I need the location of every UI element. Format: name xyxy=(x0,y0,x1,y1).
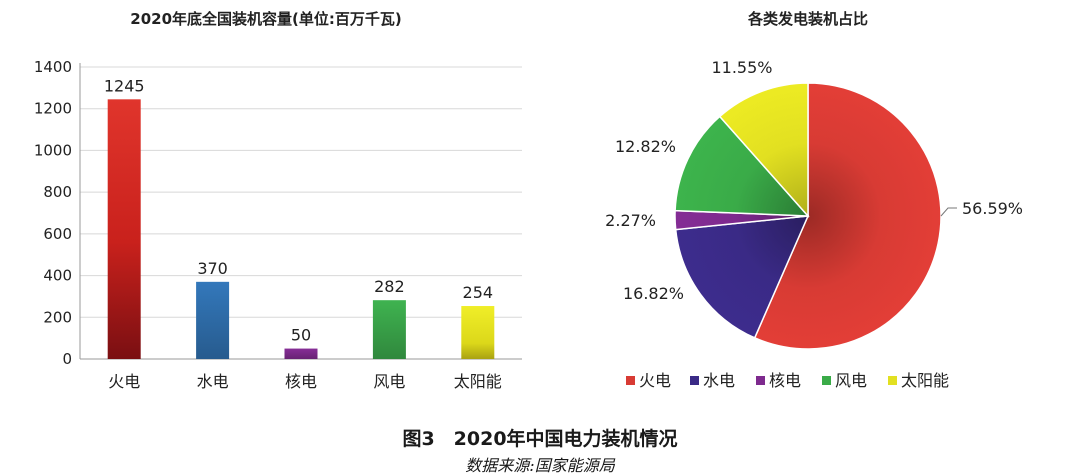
y-tick-label: 800 xyxy=(43,183,72,201)
bar-chart: 2020年底全国装机容量(单位:百万千瓦) 0 200 400 600 800 1000 1… xyxy=(34,10,522,391)
pie-data-label: 16.82% xyxy=(623,284,684,303)
y-tick-label: 0 xyxy=(62,350,72,368)
bar-data-label: 282 xyxy=(374,277,405,296)
bar-chart-data-labels: 1245 370 50 282 254 xyxy=(104,76,493,344)
y-tick-label: 1400 xyxy=(34,58,72,76)
legend-swatch xyxy=(888,376,897,385)
legend-label: 太阳能 xyxy=(901,371,949,390)
legend-label: 核电 xyxy=(769,371,801,390)
bar-风电 xyxy=(372,300,406,359)
legend-label: 火电 xyxy=(639,371,671,390)
pie-data-label: 12.82% xyxy=(615,137,676,156)
pie-slice-太阳能 xyxy=(718,82,809,218)
bar-chart-bars xyxy=(107,99,495,359)
legend-swatch xyxy=(690,376,699,385)
bar-data-label: 1245 xyxy=(104,76,145,95)
x-tick-label: 水电 xyxy=(197,372,229,391)
bar-data-label: 254 xyxy=(463,283,494,302)
legend-swatch xyxy=(626,376,635,385)
bar-chart-x-axis: 火电 水电 核电 风电 太阳能 xyxy=(108,372,502,391)
legend-swatch xyxy=(756,376,765,385)
bar-水电 xyxy=(196,281,230,359)
pie-chart-data-labels: 56.59% 16.82% 2.27% 12.82% 11.55% xyxy=(605,58,1023,303)
legend-swatch xyxy=(822,376,831,385)
leader-line xyxy=(940,207,957,217)
pie-slice-风电 xyxy=(674,115,810,217)
bar-chart-y-axis: 0 200 400 600 800 1000 1200 1400 xyxy=(34,58,72,368)
pie-chart-legend: 火电 水电 核电 风电 太阳能 xyxy=(626,371,949,390)
pie-data-label: 56.59% xyxy=(962,199,1023,218)
x-tick-label: 火电 xyxy=(108,372,140,391)
y-tick-label: 1000 xyxy=(34,141,72,159)
bar-chart-title: 2020年底全国装机容量(单位:百万千瓦) xyxy=(130,10,401,28)
x-tick-label: 核电 xyxy=(285,372,317,391)
y-tick-label: 1200 xyxy=(34,100,72,118)
x-tick-label: 太阳能 xyxy=(454,372,502,391)
y-tick-label: 600 xyxy=(43,225,72,243)
bar-太阳能 xyxy=(461,306,495,359)
bar-data-label: 370 xyxy=(197,259,228,278)
figure-source: 数据来源:国家能源局 xyxy=(465,456,615,475)
pie-chart-slices xyxy=(674,82,942,350)
bar-chart-grid xyxy=(79,63,522,360)
legend-label: 风电 xyxy=(835,371,867,390)
bar-核电 xyxy=(284,348,318,359)
pie-slice-火电 xyxy=(753,82,942,350)
y-tick-label: 200 xyxy=(43,308,72,326)
figure-caption: 图3 2020年中国电力装机情况 xyxy=(402,428,678,450)
pie-data-label: 11.55% xyxy=(711,58,772,77)
legend-label: 水电 xyxy=(703,371,735,390)
pie-chart: 各类发电装机占比 56.59% 16.82% 2.27% 12.82% 11.55% 火… xyxy=(605,10,1023,390)
bar-火电 xyxy=(107,99,141,359)
pie-data-label: 2.27% xyxy=(605,211,656,230)
x-tick-label: 风电 xyxy=(373,372,405,391)
pie-slice-水电 xyxy=(674,215,810,339)
y-tick-label: 400 xyxy=(43,267,72,285)
pie-chart-title: 各类发电装机占比 xyxy=(747,10,868,28)
bar-data-label: 50 xyxy=(291,326,311,345)
